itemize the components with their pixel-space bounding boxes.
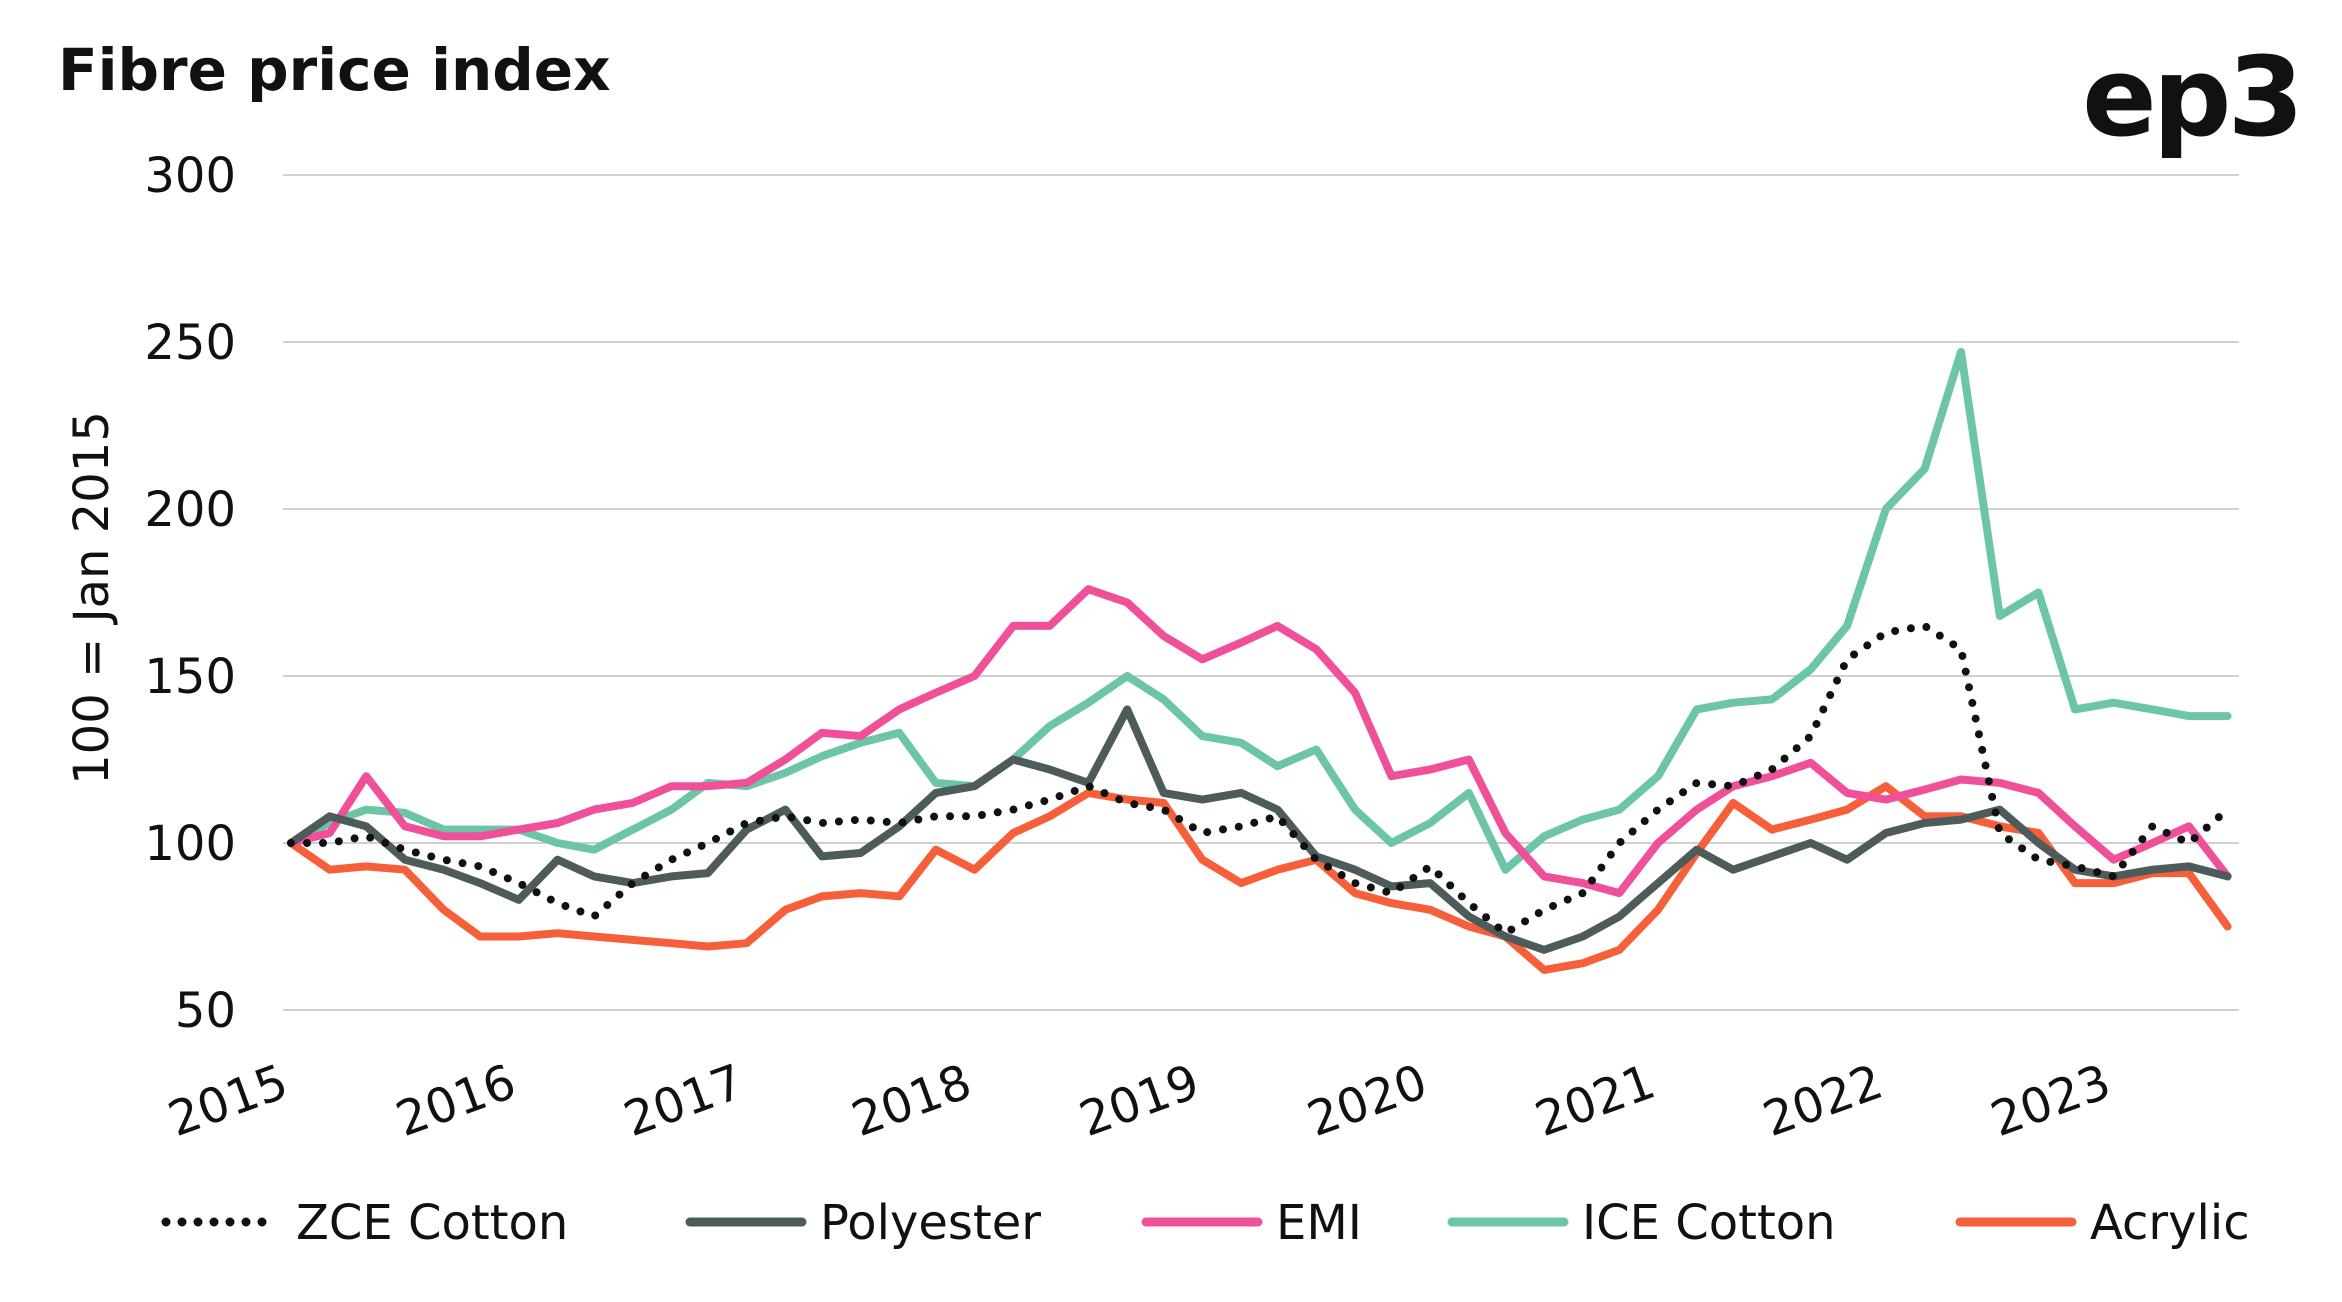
series-line [287, 348, 2232, 874]
y-tick-label: 250 [144, 315, 236, 371]
legend-label: Polyester [820, 1195, 1041, 1251]
y-axis-label: 100 = Jan 2015 [64, 411, 120, 785]
logo: ep3 [2082, 33, 2300, 161]
y-tick-label: 150 [144, 649, 236, 705]
y-tick-label: 50 [175, 983, 236, 1039]
y-tick-label: 200 [144, 482, 236, 538]
legend-label: Acrylic [2090, 1195, 2250, 1251]
series-line [287, 782, 2232, 974]
legend-label: EMI [1276, 1195, 1362, 1251]
series-line [287, 705, 2232, 954]
legend-label: ICE Cotton [1582, 1195, 1836, 1251]
series-line [287, 585, 2232, 898]
chart-title: Fibre price index [58, 36, 611, 104]
legend-label: ZCE Cotton [296, 1195, 568, 1251]
y-tick-label: 300 [144, 148, 236, 204]
y-tick-label: 100 [144, 816, 236, 872]
